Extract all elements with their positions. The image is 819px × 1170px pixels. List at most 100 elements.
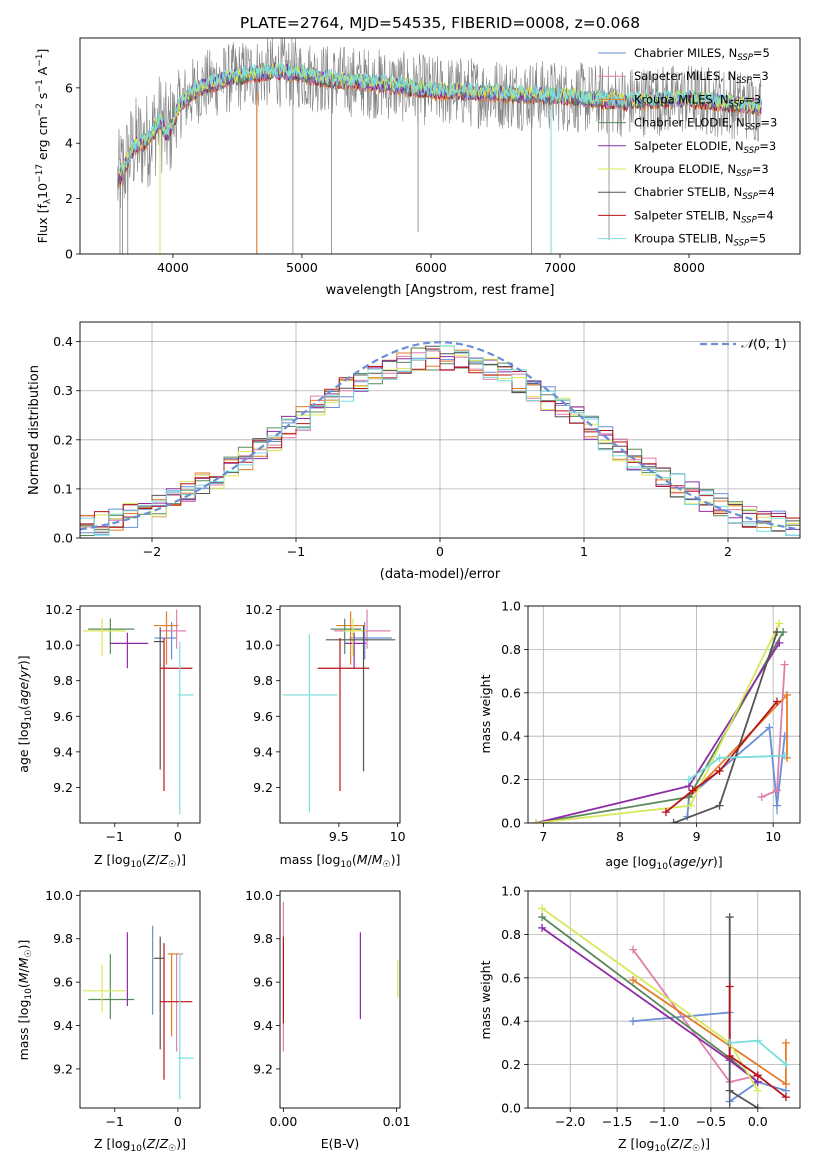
- x-tick-label: −1.0: [649, 1114, 679, 1129]
- axes-frame: [279, 890, 401, 1109]
- y-tick-label: 9.8: [253, 673, 273, 688]
- histogram-kroupa-stelib: [80, 345, 800, 536]
- y-tick-label: 9.8: [53, 931, 73, 946]
- y-tick-label: 0.2: [53, 432, 73, 447]
- y-tick-label: 10.0: [45, 888, 73, 903]
- y-axis-label: Flux [fλ10−17 erg cm−2 s−1 A−1]: [35, 49, 53, 244]
- x-tick-label: 7: [539, 829, 547, 844]
- series-line-kroupa-elodie: [541, 907, 759, 1092]
- y-tick-label: 9.2: [253, 780, 273, 795]
- data-point: [688, 786, 697, 795]
- figure-title: PLATE=2764, MJD=54535, FIBERID=0008, z=0…: [240, 14, 640, 32]
- data-point: [782, 690, 791, 699]
- axes-mass-vs-EBV: 0.00 0.01 9.2 9.4 9.6 9.8 10.0 E(B-V): [245, 888, 410, 1151]
- y-tick-label: 0.6: [501, 970, 521, 985]
- model-line-kroupa-stelib: [118, 61, 762, 175]
- data-point: [765, 723, 774, 732]
- x-axis-label: Z [log10(Z/Z☉)]: [618, 1136, 710, 1154]
- legend-label: 𝒩(0, 1): [741, 336, 787, 351]
- series-line-salpeter-stelib: [665, 700, 778, 813]
- y-tick-label: 9.8: [53, 673, 73, 688]
- x-tick-label: 0.0: [748, 1114, 768, 1129]
- y-tick-label: 9.4: [53, 744, 73, 759]
- x-axis-label: (data-model)/error: [380, 567, 501, 582]
- x-axis-label: Z [log10(Z/Z☉)]: [94, 1136, 186, 1154]
- data-spectrum-line: [117, 38, 762, 209]
- y-tick-label: 4: [65, 136, 73, 151]
- legend-label: Salpeter ELODIE, NSSP=3: [634, 139, 776, 156]
- data-point: [781, 1060, 790, 1069]
- x-tick-label: 0: [174, 829, 182, 844]
- legend-label: Salpeter STELIB, NSSP=4: [634, 208, 774, 225]
- data-point: [531, 819, 540, 823]
- data-point: [715, 801, 724, 810]
- legend-label: Chabrier ELODIE, NSSP=3: [634, 116, 777, 133]
- data-point: [781, 1080, 790, 1089]
- series-line-salpeter-stelib: [728, 986, 787, 1098]
- y-tick-label: 0.8: [501, 927, 521, 942]
- x-tick-label: 9: [693, 829, 701, 844]
- y-axis-label: age [log10(age/yr)]: [16, 655, 34, 772]
- x-axis-label: age [log10(age/yr)]: [605, 854, 722, 872]
- data-point: [629, 975, 638, 984]
- y-tick-label: 0.6: [501, 685, 521, 700]
- y-tick-label: 10.0: [245, 638, 273, 653]
- y-tick-label: 0.4: [501, 729, 521, 744]
- data-point: [669, 819, 678, 823]
- y-tick-label: 0.0: [501, 1101, 521, 1116]
- x-axis-label: Z [log10(Z/Z☉)]: [94, 852, 186, 870]
- axes-mass-weight-vs-age: 7 8 9 10 0.0 0.2 0.4 0.6 0.8 1.0 age [log10(age/yr…: [478, 599, 801, 872]
- y-tick-label: 6: [65, 80, 73, 95]
- legend-label: Chabrier STELIB, NSSP=4: [634, 185, 775, 202]
- series-line-kroupa-stelib: [688, 754, 785, 781]
- plot-area: [83, 609, 194, 815]
- axes-frame: [79, 37, 801, 255]
- y-tick-label: 10.0: [45, 638, 73, 653]
- y-tick-label: 9.4: [253, 1018, 273, 1033]
- x-tick-label: −0.5: [696, 1114, 726, 1129]
- data-point: [773, 786, 782, 795]
- x-tick-label: 7000: [544, 260, 576, 275]
- y-axis-label: mass weight: [478, 960, 493, 1039]
- data-point: [715, 753, 724, 762]
- plot-area: [531, 619, 791, 823]
- y-tick-label: 9.4: [253, 744, 273, 759]
- x-tick-label: −2.0: [555, 1114, 585, 1129]
- x-tick-label: 5000: [286, 260, 318, 275]
- y-tick-label: 9.2: [53, 1061, 73, 1076]
- data-point: [538, 923, 547, 932]
- data-point: [753, 1104, 762, 1108]
- y-tick-label: 0.4: [501, 1014, 521, 1029]
- x-tick-label: −1.5: [602, 1114, 632, 1129]
- plot-area: [282, 609, 396, 813]
- x-tick-label: 10: [390, 829, 406, 844]
- histogram-salpeter-stelib: [80, 348, 800, 528]
- x-tick-label: 0.00: [269, 1114, 297, 1129]
- data-point: [661, 808, 670, 817]
- y-tick-label: 0.2: [501, 1057, 521, 1072]
- axes-mass-vs-Z: −1 0 9.2 9.4 9.6 9.8 10.0 Z [log10(Z/Z☉)] mass […: [16, 888, 201, 1154]
- gaussian-curve: [80, 341, 800, 531]
- y-tick-label: 10.2: [245, 602, 273, 617]
- y-tick-label: 0.1: [53, 481, 73, 496]
- series-line-chabrier-miles: [686, 725, 786, 817]
- legend-label: Kroupa ELODIE, NSSP=3: [634, 162, 769, 179]
- axes-mass-weight-vs-Z: −2.0 −1.5 −1.0 −0.5 0.0 0.0 0.2 0.4 0.6 0.8 1.0 Z […: [478, 884, 801, 1154]
- data-point: [775, 638, 784, 647]
- y-tick-label: 9.6: [53, 709, 73, 724]
- y-tick-label: 1.0: [501, 884, 521, 899]
- y-tick-label: 9.2: [253, 1061, 273, 1076]
- plot-area: [117, 38, 762, 254]
- data-point: [629, 945, 638, 954]
- x-axis-label: mass [log10(M/M☉)]: [280, 852, 401, 870]
- y-tick-label: 0.4: [53, 334, 73, 349]
- x-tick-label: −1: [106, 829, 124, 844]
- y-axis-label: mass weight: [478, 674, 493, 753]
- y-tick-label: 9.8: [253, 931, 273, 946]
- x-tick-label: 8: [616, 829, 624, 844]
- data-point: [753, 1036, 762, 1045]
- data-point: [725, 1086, 734, 1095]
- y-tick-label: 0.3: [53, 383, 73, 398]
- legend-label: Kroupa STELIB, NSSP=5: [634, 232, 766, 249]
